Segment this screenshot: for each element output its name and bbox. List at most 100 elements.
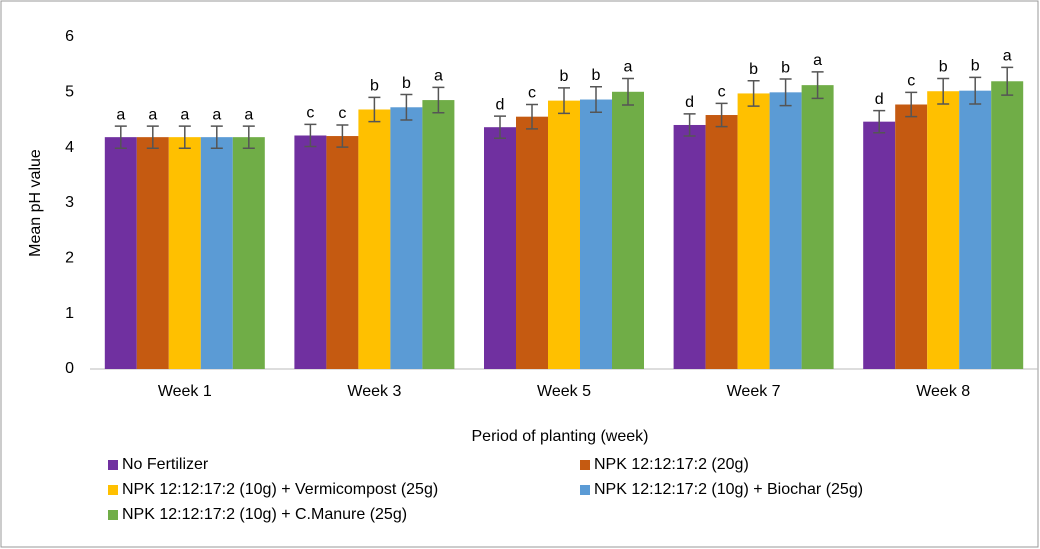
y-tick-label: 5 (65, 84, 74, 101)
significance-letter: b (939, 59, 948, 76)
bar (673, 124, 706, 369)
significance-letter: b (781, 59, 790, 76)
error-bar (779, 78, 792, 107)
bar (737, 93, 770, 369)
error-bar (146, 125, 159, 149)
x-tick-label: Week 8 (916, 383, 970, 400)
error-bar (178, 125, 191, 149)
significance-letter: b (749, 61, 758, 78)
error-bar (432, 86, 445, 114)
error-bar (242, 125, 255, 149)
significance-letter: c (718, 84, 726, 101)
error-bar (811, 71, 824, 100)
error-bar (368, 96, 381, 123)
legend-swatch (580, 485, 590, 495)
significance-letter: d (685, 94, 694, 111)
y-tick-label: 2 (65, 250, 74, 267)
y-tick-label: 6 (65, 28, 74, 45)
bar (959, 90, 992, 369)
significance-letter: a (148, 106, 157, 123)
bar (927, 91, 960, 369)
bar (104, 137, 137, 369)
y-axis-title: Mean pH value (27, 149, 44, 257)
y-tick-label: 3 (65, 194, 74, 211)
error-bar (336, 124, 349, 148)
bar (326, 136, 359, 369)
x-axis-title: Period of planting (week) (472, 428, 649, 445)
y-tick-label: 1 (65, 305, 74, 322)
bar (863, 121, 896, 369)
significance-letter: b (592, 67, 601, 84)
significance-letter: a (180, 106, 189, 123)
error-bar (210, 125, 223, 149)
bar (484, 127, 516, 370)
error-bar (683, 113, 696, 137)
significance-letter: b (402, 75, 411, 92)
error-bar (590, 86, 602, 114)
error-bar (905, 91, 918, 118)
significance-letter: b (971, 58, 980, 75)
significance-letter: a (1003, 48, 1012, 65)
bar (136, 137, 169, 369)
significance-letter: a (434, 68, 443, 85)
significance-letter: a (624, 59, 633, 76)
bar (516, 116, 548, 370)
error-bar (715, 102, 728, 128)
error-bar (400, 93, 413, 121)
bar (200, 137, 233, 369)
x-tick-label: Week 1 (158, 383, 212, 400)
significance-letter: c (907, 73, 915, 90)
significance-letter: a (212, 106, 221, 123)
bar (580, 99, 612, 369)
bar (294, 135, 327, 369)
error-bar (1001, 66, 1014, 96)
significance-letter: c (306, 105, 314, 122)
bar (895, 104, 928, 370)
legend-swatch (108, 510, 118, 520)
x-tick-label: Week 5 (537, 383, 591, 400)
significance-letter: d (875, 91, 884, 108)
error-bar (873, 109, 886, 134)
legend-label: NPK 12:12:17:2 (10g) + Biochar (25g) (594, 481, 863, 498)
significance-letter: c (528, 85, 536, 102)
bar (422, 100, 455, 369)
error-bar (969, 76, 982, 105)
error-bar (304, 123, 317, 148)
error-bar (114, 125, 127, 149)
y-tick-label: 4 (65, 139, 74, 156)
error-bar (526, 103, 538, 130)
x-tick-label: Week 3 (347, 383, 401, 400)
significance-letter: a (116, 106, 125, 123)
legend-swatch (108, 485, 118, 495)
bar (991, 81, 1024, 370)
legend-label: No Fertilizer (122, 456, 209, 473)
bar (232, 137, 265, 369)
x-tick-label: Week 7 (727, 383, 781, 400)
error-bar (747, 79, 760, 107)
bar (705, 115, 738, 370)
significance-letter: d (496, 96, 505, 113)
bar (390, 107, 423, 370)
error-bar (558, 87, 570, 115)
legend-label: NPK 12:12:17:2 (10g) + Vermicompost (25g… (122, 481, 438, 498)
legend-swatch (108, 460, 118, 470)
error-bar (494, 115, 506, 140)
bar (168, 137, 201, 369)
y-tick-label: 0 (65, 360, 74, 377)
bar (612, 91, 644, 369)
legend-swatch (580, 460, 590, 470)
legend-label: NPK 12:12:17:2 (10g) + C.Manure (25g) (122, 506, 407, 523)
significance-letter: b (560, 68, 569, 85)
bar (358, 109, 391, 369)
error-bar (937, 77, 950, 105)
significance-letter: b (370, 78, 379, 95)
bar (548, 100, 580, 369)
significance-letter: a (244, 106, 253, 123)
significance-letter: c (338, 105, 346, 122)
bar (769, 92, 802, 369)
bar (801, 85, 834, 369)
error-bar (622, 77, 634, 106)
significance-letter: a (813, 52, 822, 69)
legend-label: NPK 12:12:17:2 (20g) (594, 456, 749, 473)
